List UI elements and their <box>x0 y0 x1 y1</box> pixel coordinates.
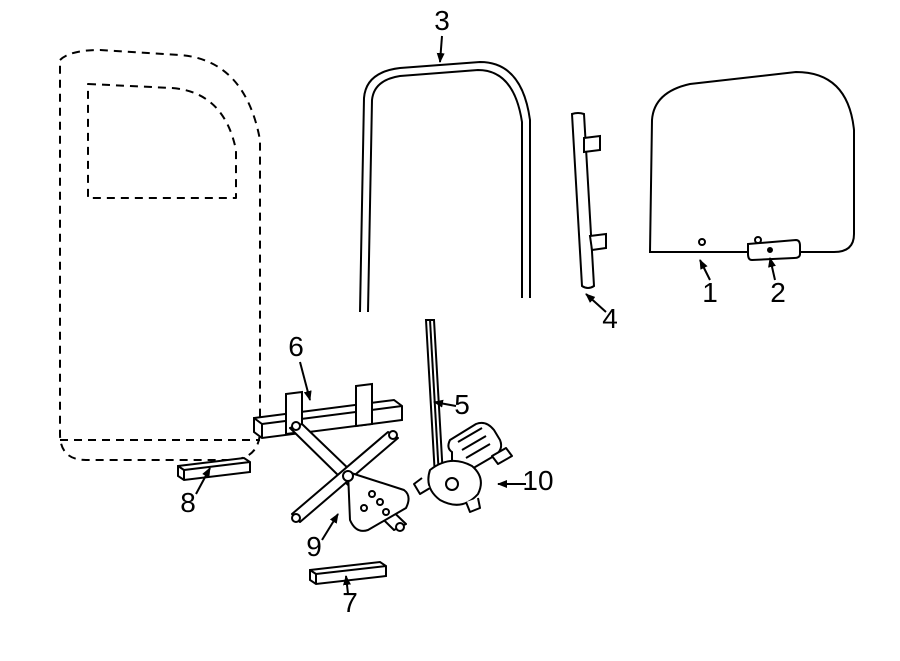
callout-label-9: 9 <box>306 531 322 562</box>
door-panel-outline <box>60 50 260 460</box>
callout-arrow-3 <box>440 36 442 62</box>
part-2-clip <box>748 240 800 260</box>
part-4-guide <box>572 113 606 288</box>
parts-diagram: 1 2 3 4 5 6 7 8 9 10 <box>0 0 900 661</box>
callout-label-3: 3 <box>434 5 450 36</box>
callout-label-1: 1 <box>702 277 718 308</box>
callout-label-5: 5 <box>454 389 470 420</box>
part-6-sash-channel <box>254 384 402 438</box>
callout-label-10: 10 <box>522 465 553 496</box>
callout-label-4: 4 <box>602 303 618 334</box>
part-3-run-channel <box>360 62 530 312</box>
part-7-lower-filler <box>310 562 386 584</box>
callouts: 1 2 3 4 5 6 7 8 9 10 <box>180 5 786 618</box>
part-1-glass <box>650 72 854 252</box>
callout-label-7: 7 <box>342 587 358 618</box>
callout-arrow-9 <box>322 514 338 540</box>
part-9-regulator <box>290 422 409 531</box>
callout-label-2: 2 <box>770 277 786 308</box>
part-8-filler <box>178 458 250 480</box>
part-10-motor <box>414 423 512 512</box>
callout-label-6: 6 <box>288 331 304 362</box>
callout-label-8: 8 <box>180 487 196 518</box>
